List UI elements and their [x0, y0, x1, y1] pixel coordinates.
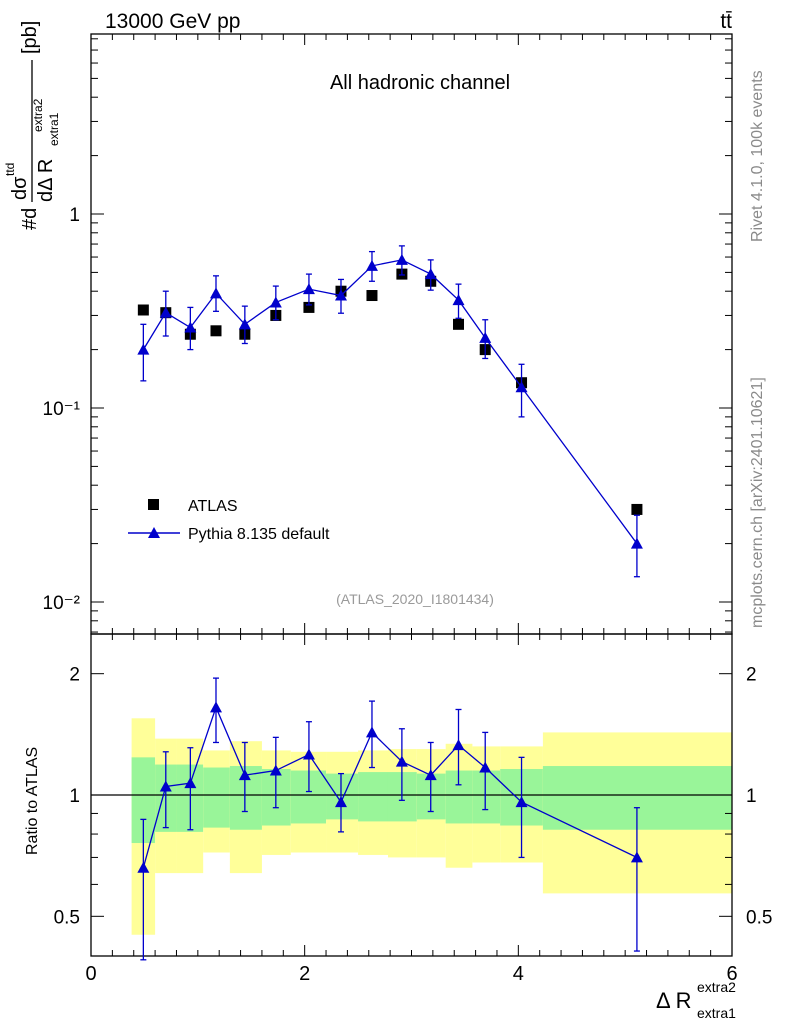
- atlas-point-8: [366, 290, 378, 302]
- band-inner-7: [326, 773, 359, 820]
- legend-atlas-marker: [148, 499, 159, 510]
- pythia-point-9: [395, 253, 408, 265]
- svg-text:extra1: extra1: [47, 112, 61, 146]
- ratio-point-9: [395, 755, 408, 767]
- channel-label: All hadronic channel: [330, 72, 510, 94]
- ratio-point-7: [334, 796, 347, 808]
- x-tick-label-2: 2: [299, 963, 310, 985]
- ratio-point-13: [515, 796, 528, 808]
- pythia-point-1: [159, 306, 172, 318]
- pythia-point-13: [515, 381, 528, 393]
- ratio-series: [137, 677, 643, 961]
- svg-text:extra2: extra2: [697, 979, 736, 995]
- tick-labels: 0 2 4 6 10⁻² 10⁻¹ 1 0.5 0.5 1 1 2 2: [43, 205, 773, 985]
- ratio-y-tick-label-right-0.5: 0.5: [746, 907, 772, 928]
- atlas-point-0: [137, 304, 149, 316]
- band-inner-0: [131, 757, 156, 844]
- ratio-point-2: [184, 777, 197, 789]
- svg-text:dσ: dσ: [9, 176, 31, 200]
- ratio-y-tick-label-left-1: 1: [69, 786, 80, 807]
- mcplots-source-label: mcplots.cern.ch [arXiv:2401.10621]: [749, 377, 766, 628]
- axis-ticks: [90, 34, 733, 956]
- legend-atlas-label: ATLAS: [188, 498, 238, 515]
- svg-text:extra1: extra1: [697, 1005, 736, 1021]
- svg-text:extra2: extra2: [31, 98, 45, 132]
- ratio-y-tick-label-right-1: 1: [746, 786, 757, 807]
- pythia-point-0: [137, 343, 150, 355]
- main-y-axis-label: #d dσ ttd dΔ R extra1 extra2 [pb]: [3, 21, 61, 230]
- ratio-point-3: [209, 701, 222, 713]
- ratio-uncertainty-bands: [131, 718, 732, 935]
- x-tick-label-4: 4: [513, 963, 524, 985]
- process-label: tt̄: [720, 10, 732, 33]
- atlas-series: [137, 268, 643, 515]
- ratio-point-10: [424, 769, 437, 781]
- svg-text:dΔ R: dΔ R: [35, 159, 57, 202]
- ratio-point-14: [630, 851, 643, 863]
- pythia-point-7: [334, 289, 347, 301]
- main-y-tick-label-0: 10⁻²: [43, 593, 81, 614]
- pythia-series: [137, 245, 643, 578]
- ratio-y-tick-label-right-2: 2: [746, 665, 757, 686]
- band-inner-12: [472, 770, 501, 824]
- ratio-y-tick-label-left-0.5: 0.5: [54, 907, 80, 928]
- svg-text:ttd: ttd: [3, 163, 17, 176]
- atlas-point-11: [453, 318, 465, 330]
- ratio-y-axis-label: Ratio to ATLAS: [24, 747, 41, 855]
- rivet-version-label: Rivet 4.1.0, 100k events: [749, 70, 766, 242]
- analysis-id: (ATLAS_2020_I1801434): [336, 591, 494, 607]
- energy-label: 13000 GeV pp: [105, 10, 240, 33]
- x-axis-label: Δ R extra2 extra1: [656, 979, 736, 1021]
- band-inner-3: [203, 767, 230, 828]
- main-y-tick-label-2: 1: [69, 205, 80, 226]
- pythia-point-14: [630, 537, 643, 549]
- pythia-point-3: [209, 287, 222, 299]
- ratio-point-8: [365, 726, 378, 738]
- ratio-point-6: [302, 748, 315, 760]
- atlas-point-6: [303, 301, 315, 313]
- ratio-point-1: [159, 780, 172, 792]
- pythia-point-10: [424, 268, 437, 280]
- atlas-point-3: [210, 325, 222, 337]
- ratio-point-0: [137, 861, 150, 873]
- ratio-point-11: [452, 739, 465, 751]
- pythia-point-4: [238, 318, 251, 330]
- svg-text:#d: #d: [19, 208, 41, 230]
- pythia-point-5: [269, 296, 282, 308]
- x-tick-label-6: 6: [726, 963, 737, 985]
- svg-text:Δ R: Δ R: [656, 988, 691, 1013]
- legend-pythia-marker: [148, 527, 160, 538]
- pythia-point-2: [184, 321, 197, 333]
- main-y-tick-label-1: 10⁻¹: [43, 399, 81, 420]
- ratio-point-12: [479, 761, 492, 773]
- legend-pythia-label: Pythia 8.135 default: [188, 526, 330, 543]
- pythia-point-12: [479, 331, 492, 343]
- ratio-point-5: [269, 764, 282, 776]
- pythia-point-6: [302, 283, 315, 295]
- atlas-point-14: [631, 503, 643, 515]
- x-tick-label-0: 0: [85, 963, 96, 985]
- ratio-y-tick-label-left-2: 2: [69, 665, 80, 686]
- pythia-point-11: [452, 294, 465, 306]
- pythia-point-8: [365, 259, 378, 271]
- ratio-point-4: [238, 769, 251, 781]
- band-inner-8: [358, 772, 388, 822]
- svg-text:[pb]: [pb]: [19, 21, 41, 54]
